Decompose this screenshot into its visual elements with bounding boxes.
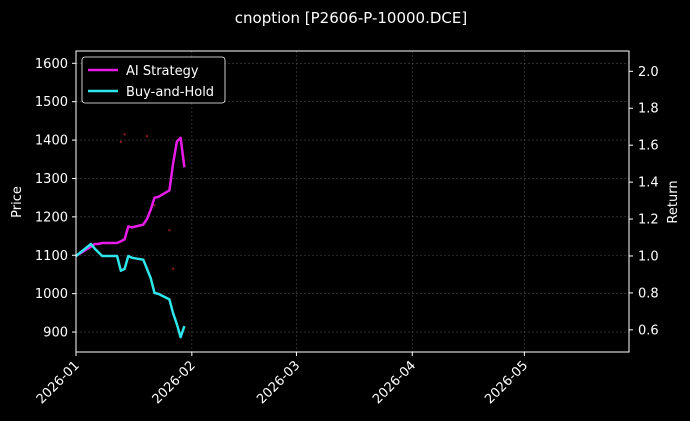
legend-label-ai-strategy: AI Strategy (126, 64, 199, 79)
left-axis-tick-label: 1000 (35, 287, 68, 302)
buy-and-hold-line (75, 242, 186, 339)
line-series (75, 136, 186, 339)
right-axis-tick-label: 2.0 (638, 65, 659, 80)
scatter-point (119, 140, 123, 144)
left-axis-tick-label: 1400 (35, 134, 68, 149)
left-axis-tick-label: 1300 (35, 172, 68, 187)
scatter-point (153, 204, 156, 207)
ai-strategy-line (75, 136, 186, 258)
right-axis-tick-label: 1.4 (638, 176, 659, 191)
right-axis-tick-label: 0.8 (638, 286, 659, 301)
scatter-point (145, 135, 149, 138)
chart-title: cnoption [P2606-P-10000.DCE] (235, 9, 467, 27)
left-axis-tick-label: 1100 (35, 249, 68, 264)
left-axis-tick-label: 1200 (35, 210, 68, 225)
right-axis-ticks: 0.6 0.8 1.0 1.2 1.4 1.6 1.8 2.0 (629, 65, 659, 338)
legend-label-buy-and-hold: Buy-and-Hold (126, 85, 214, 100)
right-axis-tick-label: 1.8 (638, 102, 659, 117)
right-axis-tick-label: 0.6 (638, 323, 659, 338)
left-axis-ticks: 900 1000 1100 1200 1300 1400 1500 1600 (35, 57, 76, 341)
scatter-series (119, 100, 175, 270)
y-axis-left-label: Price (10, 186, 25, 218)
left-axis-tick-label: 900 (43, 326, 68, 341)
scatter-point (168, 229, 171, 232)
left-axis-tick-label: 1600 (35, 57, 68, 72)
y-axis-right-label: Return (666, 180, 681, 223)
right-axis-tick-label: 1.6 (638, 139, 659, 154)
right-axis-tick-label: 1.0 (638, 249, 659, 264)
scatter-point (123, 133, 126, 136)
legend: AI Strategy Buy-and-Hold (81, 56, 226, 104)
left-axis-tick-label: 1500 (35, 95, 68, 110)
scatter-point (171, 267, 175, 270)
plot-frame (75, 50, 630, 353)
right-axis-tick-label: 1.2 (638, 213, 659, 228)
